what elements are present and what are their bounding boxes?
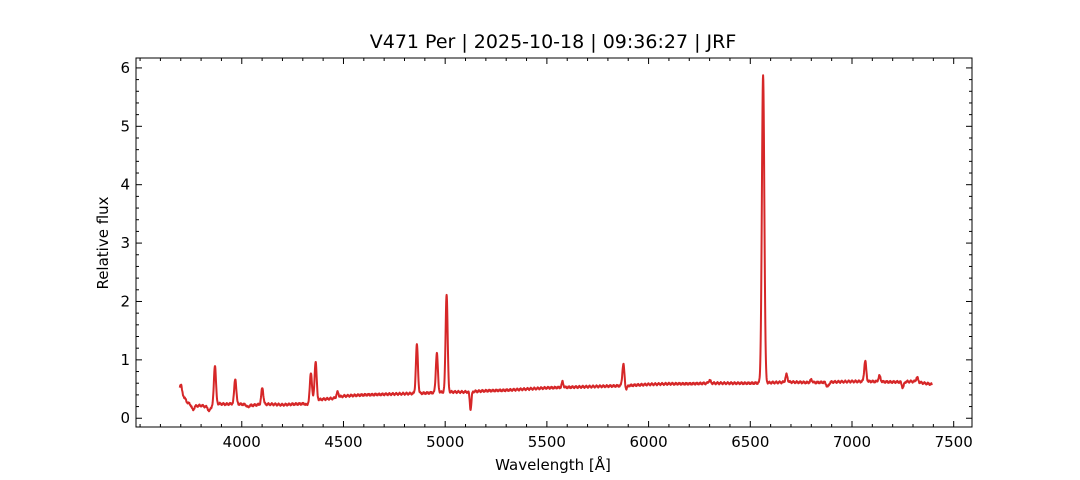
x-tick-label: 6000 xyxy=(629,433,667,451)
y-tick-label: 1 xyxy=(120,351,130,369)
x-tick-label: 6500 xyxy=(731,433,769,451)
major-ticks xyxy=(136,58,972,427)
y-tick-label: 0 xyxy=(120,409,130,427)
x-tick-labels: 4000 4500 5000 5500 6000 6500 7000 7500 xyxy=(223,433,973,451)
x-tick-label: 4000 xyxy=(223,433,261,451)
x-tick-label: 7000 xyxy=(833,433,871,451)
x-tick-label: 5500 xyxy=(528,433,566,451)
plot-frame xyxy=(135,57,973,428)
chart-title: V471 Per | 2025-10-18 | 09:36:27 | JRF xyxy=(370,31,737,53)
y-tick-label: 3 xyxy=(120,234,130,252)
x-tick-label: 4500 xyxy=(324,433,362,451)
series-layer xyxy=(178,74,934,413)
y-tick-labels: 0 1 2 3 4 5 6 xyxy=(120,59,130,427)
y-tick-label: 4 xyxy=(120,176,130,194)
y-tick-label: 6 xyxy=(120,59,130,77)
x-tick-label: 5000 xyxy=(426,433,464,451)
x-tick-label: 7500 xyxy=(935,433,973,451)
y-axis-label: Relative flux xyxy=(94,196,112,289)
y-tick-label: 2 xyxy=(120,292,130,310)
y-tick-label: 5 xyxy=(120,117,130,135)
x-axis-label: Wavelength [Å] xyxy=(495,455,611,474)
minor-ticks xyxy=(136,58,972,427)
spectrum-series-line xyxy=(178,74,934,413)
